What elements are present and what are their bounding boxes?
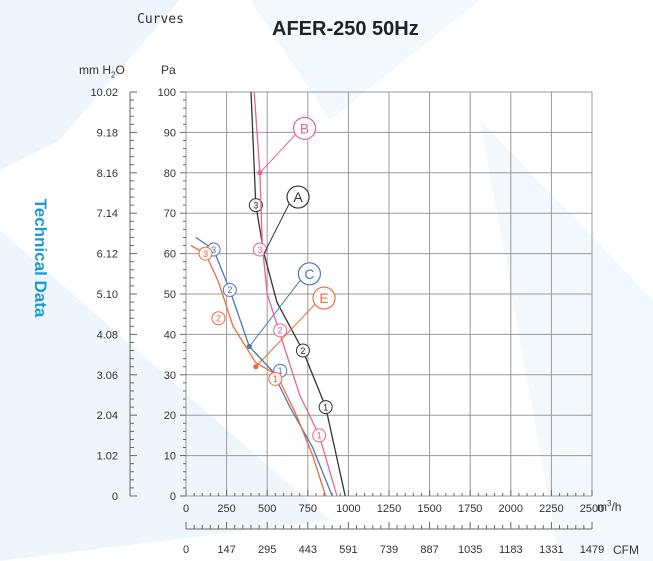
x-tick-label-m3h: 1250 [377,503,401,515]
x-tick-label-cfm: 1331 [539,544,563,556]
series-b-marker-label: 1 [317,431,322,441]
curves-label: Curves [137,12,184,27]
x-tick-label-m3h: 0 [183,503,189,515]
series-c-marker-label: 1 [278,366,283,376]
callout-label-e: E [319,290,328,306]
callout-label-b: B [300,120,309,136]
x-tick-label-m3h: 1000 [336,503,360,515]
series-line-e [190,244,327,497]
mmh2o-text: mm H [79,63,111,77]
y-tick-label-pa: 90 [164,127,176,139]
m3h-tail: /h [611,500,622,514]
x-tick-label-cfm: 739 [380,544,398,556]
y-tick-label-mmh2o: 1.02 [97,451,118,463]
y-tick-label-mmh2o: 4.08 [97,329,118,341]
callout-leader-a [263,201,291,254]
x-tick-label-m3h: 1500 [417,503,441,515]
x-tick-label-m3h: 250 [217,503,235,515]
y-tick-label-mmh2o: 9.18 [97,127,118,139]
y-tick-label-mmh2o: 7.14 [97,208,118,220]
series-e-marker [198,246,213,261]
series-b-marker [273,323,288,338]
series-a-marker [318,400,333,415]
x-tick-label-cfm: 295 [258,544,276,556]
x-tick-label-m3h: 2250 [539,503,563,515]
y-tick-label-pa: 0 [170,491,176,503]
chart-series: 3 2 1 3 2 1 3 2 1 3 2 1 [190,91,346,497]
series-c-marker [222,282,237,297]
x-tick-label-cfm: 147 [217,544,235,556]
series-e-marker [268,371,283,386]
callout-leader-e [255,302,317,368]
m3h-unit-label: m3/h [597,499,621,514]
x-tick-label-m3h: 2500 [580,503,604,515]
callout-circle-c [297,262,322,286]
cfm-unit-label: CFM [613,543,639,557]
chart-title: AFER-250 50Hz [272,18,419,40]
callout-circle-a [286,185,310,209]
callout-leader-b [259,133,297,174]
x-tick-label-cfm: 0 [183,544,189,556]
mmh2o-subscript: 2 [111,70,116,80]
callout-label-c: C [304,266,314,282]
chart-grid [185,91,593,497]
series-a-marker [295,343,310,358]
x-tick-label-m3h: 2000 [499,503,523,515]
x-tick-label-m3h: 500 [258,503,276,515]
series-b-marker [312,428,327,443]
y-tick-label-pa: 50 [164,289,176,301]
x-tick-label-cfm: 1183 [499,544,523,556]
callout-circle-b [292,116,317,140]
series-c-marker-label: 2 [227,285,232,295]
x-tick-label-cfm: 1035 [458,544,482,556]
y-tick-label-pa: 100 [158,87,176,99]
series-b-marker-label: 2 [278,326,283,336]
callout-label-a: A [293,189,303,205]
x-tick-label-cfm: 443 [299,544,317,556]
y-tick-label-mmh2o: 10.02 [90,87,118,99]
x-tick-label-cfm: 591 [339,544,357,556]
y-tick-label-pa: 70 [164,208,176,220]
series-e-marker-label: 3 [203,249,208,259]
y-tick-label-pa: 20 [164,410,176,422]
mmh2o-tail: O [115,63,125,77]
series-e-marker-label: 1 [273,374,278,384]
series-a-marker [248,198,263,213]
callout-circle-e [312,286,336,310]
y-tick-label-mmh2o: 5.10 [97,289,118,301]
series-e-marker [211,311,226,326]
y-tick-label-pa: 10 [164,451,176,463]
callout-leader-c [248,278,302,347]
series-e-marker-label: 2 [216,313,221,323]
x-tick-label-m3h: 750 [299,503,317,515]
y-tick-label-pa: 60 [164,249,176,261]
y-tick-label-mmh2o: 3.06 [97,370,118,382]
m3h-superscript: 3 [607,499,612,508]
x-tick-label-cfm: 1479 [580,544,604,556]
y-tick-label-pa: 40 [164,329,176,341]
y-tick-label-mmh2o: 2.04 [97,410,118,422]
x-tick-label-cfm: 887 [420,544,438,556]
series-a-marker-label: 2 [300,346,305,356]
x-tick-label-m3h: 1750 [458,503,482,515]
series-b-marker-label: 3 [257,245,262,255]
m3h-text: m [597,500,607,514]
y-tick-label-mmh2o: 0 [112,491,118,503]
y-tick-label-mmh2o: 6.12 [97,249,118,261]
series-a-marker-label: 3 [253,200,258,210]
pa-unit-label: Pa [161,63,176,77]
series-c-marker-label: 3 [211,245,216,255]
chart-legend-callouts: B A CE [248,116,336,368]
series-line-c [195,236,333,497]
y-tick-label-pa: 80 [164,168,176,180]
series-a-marker-label: 1 [323,402,328,412]
y-tick-label-pa: 30 [164,370,176,382]
mmh2o-unit-label: mm H2O [79,63,125,79]
y-tick-label-mmh2o: 8.16 [97,168,118,180]
chart-axes: 010203040506070809010001.022.043.064.085… [90,87,604,556]
